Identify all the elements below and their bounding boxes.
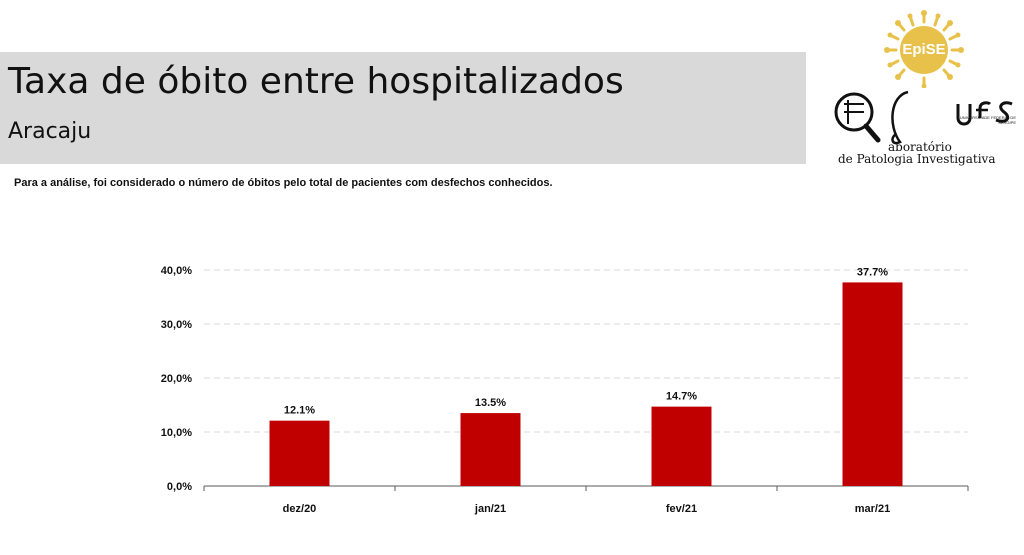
lab-patologia-logo	[834, 90, 1013, 145]
x-tick-label: jan/21	[474, 503, 506, 515]
lab-name-line2: de Patologia Investigativa	[838, 152, 996, 166]
y-tick-label: 0,0%	[167, 481, 192, 493]
y-tick-label: 40,0%	[161, 265, 192, 277]
y-tick-label: 20,0%	[161, 373, 192, 385]
page-title: Taxa de óbito entre hospitalizados	[8, 61, 624, 102]
data-label: 13.5%	[475, 397, 506, 409]
x-tick-label: mar/21	[855, 503, 890, 515]
lab-name-line1: aboratório	[888, 140, 952, 154]
title-band	[0, 52, 806, 164]
x-tick-label: fev/21	[666, 503, 697, 515]
bar	[460, 413, 521, 486]
bar	[842, 282, 903, 486]
y-tick-label: 10,0%	[161, 427, 192, 439]
data-label: 14.7%	[666, 391, 697, 403]
analysis-note: Para a análise, foi considerado o número…	[14, 177, 553, 189]
data-label: 12.1%	[284, 405, 315, 417]
y-tick-label: 30,0%	[161, 319, 192, 331]
bar	[269, 420, 330, 486]
bar	[651, 406, 712, 486]
episE-virus-logo: EpiSE	[884, 10, 964, 88]
x-tick-label: dez/20	[283, 503, 317, 515]
page-subtitle: Aracaju	[8, 119, 92, 144]
ufs-subtext: UNIVERSIDADE FEDERAL DE SERGIPE	[959, 115, 1016, 125]
episE-logo-text: EpiSE	[902, 41, 945, 58]
data-label: 37.7%	[857, 266, 888, 278]
